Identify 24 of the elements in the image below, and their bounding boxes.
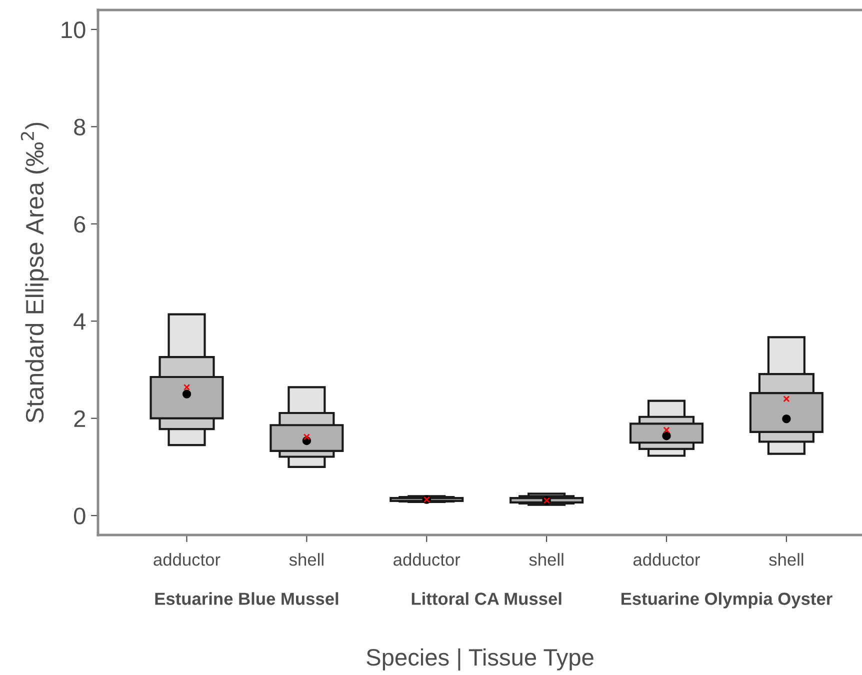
point [782, 414, 791, 424]
text: Estuarine Olympia Oyster [622, 592, 832, 608]
y-tick-label: 2 [74, 410, 86, 427]
y-tick-label: 4 [74, 313, 86, 330]
y-axis-title: Standard Ellipse Area (‰$^{2}$) [20, 122, 49, 423]
text: Littoral CA Mussel [412, 592, 562, 605]
y-tick-label: 10 [62, 22, 86, 38]
y-tick-label: 6 [74, 216, 86, 233]
x-tick-label: adductor [633, 553, 700, 566]
x-tick-label: shell [769, 553, 804, 566]
x-tick-label: adductor [154, 553, 220, 566]
point [303, 434, 310, 440]
text: Estuarine Blue Mussel [155, 592, 338, 605]
point [183, 384, 190, 391]
point [662, 431, 671, 440]
point [182, 390, 192, 398]
y-tick-label: 0 [74, 508, 86, 524]
y-tick-label: 8 [74, 118, 86, 136]
x-axis-title: Species | Tissue Type [366, 648, 594, 671]
x-tick-label: shell [529, 553, 564, 566]
point [663, 426, 670, 434]
x-tick-label: shell [289, 553, 324, 566]
x-tick-label: adductor [394, 553, 460, 566]
point [783, 396, 790, 402]
